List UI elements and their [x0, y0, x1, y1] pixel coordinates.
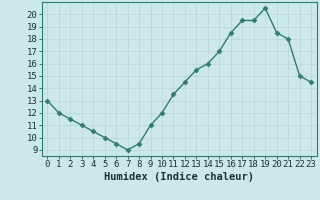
- X-axis label: Humidex (Indice chaleur): Humidex (Indice chaleur): [104, 172, 254, 182]
